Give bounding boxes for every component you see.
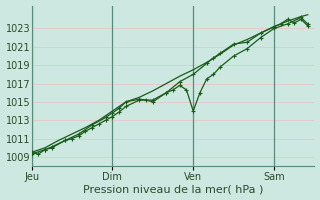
X-axis label: Pression niveau de la mer( hPa ): Pression niveau de la mer( hPa ) — [83, 184, 263, 194]
